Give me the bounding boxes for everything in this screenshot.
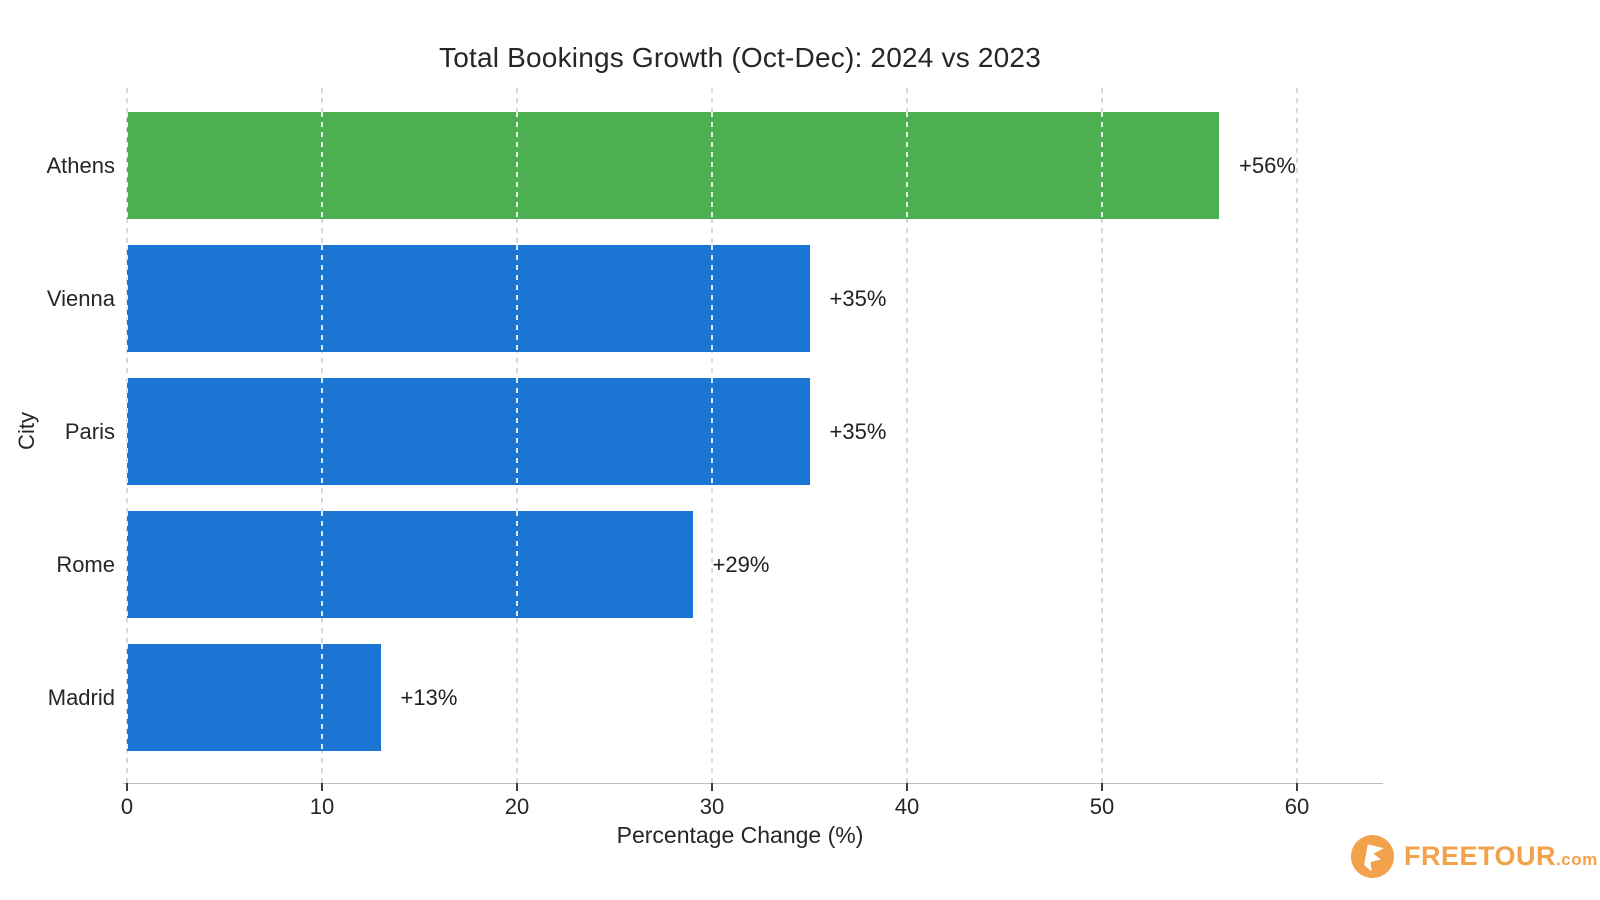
- freetour-logo-wordmark: FREETOUR .com: [1404, 841, 1598, 872]
- x-tick-mark: [906, 783, 908, 791]
- gridline-over-bar: [127, 112, 128, 219]
- x-tick-mark: [1101, 783, 1103, 791]
- freetour-logo-text: FREETOUR: [1404, 841, 1557, 871]
- y-tick-label-paris: Paris: [64, 418, 115, 444]
- gridline-over-bar: [321, 112, 323, 219]
- gridline-over-bar: [127, 378, 128, 485]
- x-tick-label: 50: [1089, 794, 1115, 819]
- gridline-over-bar: [127, 511, 128, 618]
- gridline-over-bar: [711, 112, 713, 219]
- y-axis-labels: Athens Vienna Paris Rome Madrid: [0, 88, 116, 783]
- gridline-over-bar: [711, 245, 713, 352]
- bar-value-label-rome: +29%: [712, 551, 770, 577]
- x-tick-mark: [321, 783, 323, 791]
- freetour-logo: FREETOUR .com: [1350, 834, 1598, 879]
- bar-madrid: [127, 644, 381, 751]
- x-tick-mark: [711, 783, 713, 791]
- gridline-over-bar: [127, 644, 128, 751]
- x-tick-mark: [1296, 783, 1298, 791]
- bar-value-label-paris: +35%: [829, 418, 887, 444]
- bar-athens: [127, 112, 1219, 219]
- bar-vienna: [127, 245, 810, 352]
- chart-title: Total Bookings Growth (Oct-Dec): 2024 vs…: [439, 42, 1041, 73]
- y-tick-label-madrid: Madrid: [47, 684, 115, 710]
- y-tick-label-vienna: Vienna: [46, 285, 115, 311]
- gridline-over-bar: [127, 245, 128, 352]
- x-tick-label: 10: [309, 794, 335, 819]
- freetour-logo-suffix: .com: [1556, 850, 1598, 869]
- gridline: [906, 88, 908, 783]
- y-axis-title: City: [14, 412, 39, 450]
- gridline-over-bar: [711, 378, 713, 485]
- gridline-over-bar: [321, 378, 323, 485]
- x-tick-mark: [516, 783, 518, 791]
- gridline: [1101, 88, 1103, 783]
- gridline-over-bar: [321, 511, 323, 618]
- x-tick-label: 0: [120, 794, 134, 819]
- gridline-over-bar: [516, 378, 518, 485]
- x-tick-mark: [126, 783, 128, 791]
- bar-value-label-athens: +56%: [1239, 152, 1296, 178]
- x-tick-label: 40: [894, 794, 920, 819]
- gridline-over-bar: [321, 644, 323, 751]
- plot-area: +56% +35% +35% +29% +13%: [126, 88, 1383, 783]
- bar-value-label-vienna: +35%: [829, 285, 887, 311]
- bar-value-label-madrid: +13%: [400, 684, 458, 710]
- x-tick-label: 30: [699, 794, 725, 819]
- gridline-over-bar: [516, 245, 518, 352]
- y-tick-label-athens: Athens: [46, 152, 116, 178]
- x-tick-label: 20: [504, 794, 530, 819]
- freetour-logo-icon: [1350, 834, 1395, 879]
- bar-paris: [127, 378, 810, 485]
- gridline: [1296, 88, 1298, 783]
- bar-rome: [127, 511, 693, 618]
- x-axis-title: Percentage Change (%): [616, 822, 864, 848]
- gridline-over-bar: [516, 112, 518, 219]
- gridline-over-bar: [1101, 112, 1103, 219]
- gridline-over-bar: [321, 245, 323, 352]
- y-tick-label-rome: Rome: [56, 551, 115, 577]
- x-axis-line: [123, 783, 1383, 784]
- gridline-over-bar: [516, 511, 518, 618]
- x-tick-label: 60: [1284, 794, 1310, 819]
- gridline-over-bar: [906, 112, 908, 219]
